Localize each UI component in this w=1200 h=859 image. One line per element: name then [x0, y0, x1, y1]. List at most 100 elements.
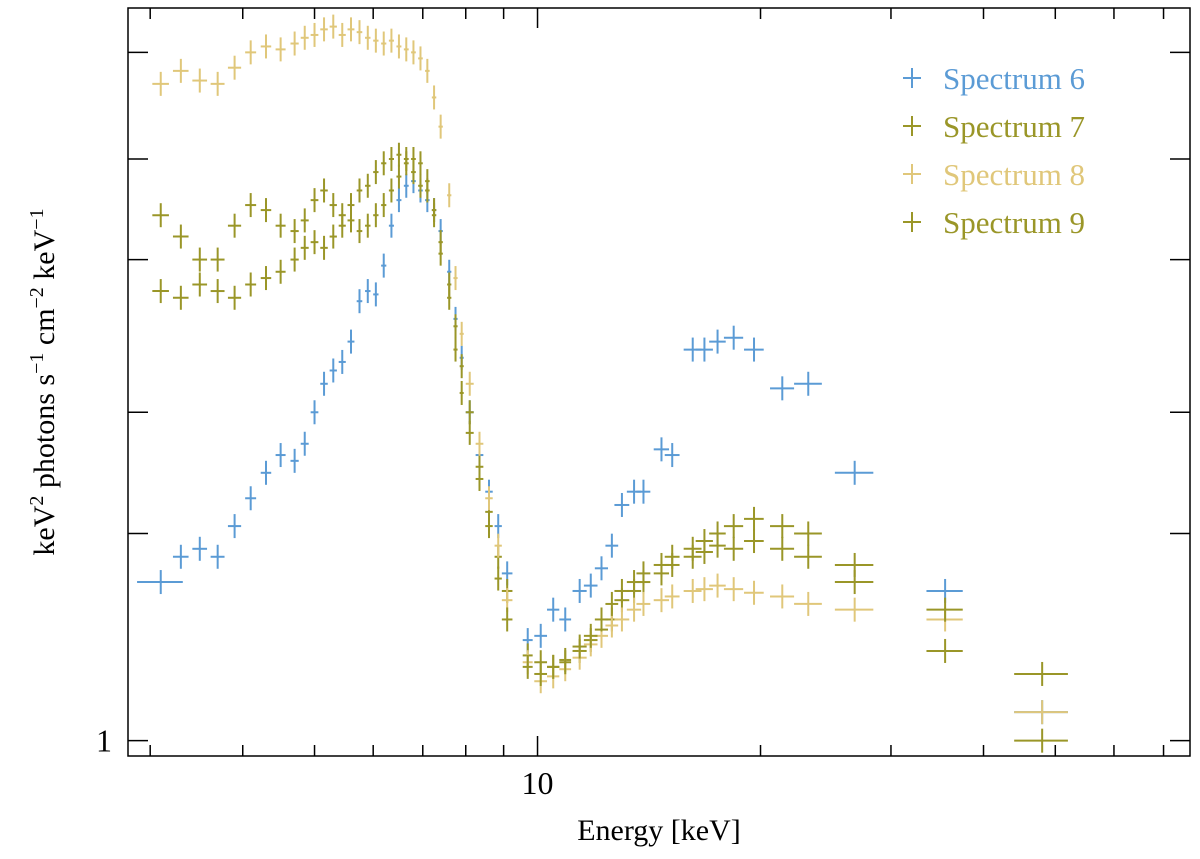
series-3 — [152, 14, 1068, 725]
data-point — [626, 597, 642, 622]
data-point — [260, 460, 272, 485]
data-point — [664, 443, 680, 468]
data-point — [559, 607, 572, 632]
data-point — [626, 570, 642, 595]
data-point — [403, 37, 409, 62]
data-point — [290, 219, 299, 244]
series-4 — [152, 146, 1068, 753]
data-point — [275, 443, 286, 468]
data-point — [245, 193, 257, 218]
data-point — [636, 591, 651, 616]
data-point — [356, 178, 363, 203]
data-point — [310, 188, 319, 213]
data-point — [834, 597, 874, 622]
data-point — [572, 578, 587, 603]
data-point — [172, 224, 189, 249]
data-point — [227, 55, 242, 80]
data-point — [709, 573, 726, 598]
data-point — [475, 466, 484, 491]
data-point — [300, 431, 309, 456]
data-point — [418, 173, 423, 198]
data-point — [373, 203, 379, 228]
data-point — [453, 266, 458, 291]
data-point — [605, 533, 619, 558]
data-point — [459, 354, 464, 379]
data-point — [356, 219, 363, 244]
data-point — [210, 71, 225, 96]
data-point — [192, 272, 208, 297]
data-point — [605, 591, 619, 616]
data-point — [320, 178, 328, 203]
data-point — [329, 193, 337, 218]
data-point — [192, 536, 208, 561]
data-point — [583, 623, 598, 648]
y-axis-title-sup-d: −1 — [26, 208, 48, 229]
data-point — [329, 224, 337, 249]
data-point — [365, 279, 371, 304]
data-point — [594, 607, 609, 632]
data-point — [300, 25, 309, 50]
data-point — [227, 285, 242, 310]
data-point — [403, 173, 409, 198]
y-axis-title-sup-c: −2 — [26, 287, 48, 308]
data-point — [310, 22, 319, 47]
data-point — [453, 337, 458, 362]
data-point — [534, 623, 548, 648]
data-point — [396, 142, 402, 167]
data-point — [338, 213, 346, 238]
plot-frame — [127, 7, 1191, 757]
data-point — [290, 448, 299, 473]
legend-item: Spectrum 9 — [903, 205, 1085, 240]
legend-label: Spectrum 6 — [943, 61, 1085, 96]
data-point — [373, 28, 379, 53]
x-tick-label: 10 — [522, 765, 554, 801]
legend-item: Spectrum 7 — [903, 109, 1085, 144]
data-point — [381, 151, 387, 176]
data-point — [709, 521, 726, 546]
data-point — [245, 486, 257, 511]
data-point — [192, 247, 208, 272]
data-point — [534, 661, 548, 686]
data-point — [453, 314, 458, 339]
data-point — [347, 17, 355, 42]
data-point — [329, 14, 337, 39]
data-point — [926, 597, 963, 622]
data-point — [172, 58, 189, 83]
data-point — [418, 46, 423, 71]
data-point — [320, 235, 328, 260]
data-point — [172, 285, 189, 310]
data-point — [572, 634, 587, 659]
data-point — [425, 58, 430, 83]
data-point — [653, 552, 670, 577]
data-point — [664, 584, 680, 609]
legend-label: Spectrum 8 — [943, 157, 1085, 192]
data-point — [275, 37, 286, 62]
data-point — [320, 17, 328, 42]
data-point — [245, 40, 257, 65]
data-point — [636, 561, 651, 586]
data-point — [396, 164, 402, 189]
data-point — [459, 321, 464, 346]
data-point — [356, 20, 363, 45]
y-tick-label: 1 — [96, 723, 112, 759]
data-point — [388, 178, 394, 203]
data-point — [411, 146, 416, 171]
data-point — [723, 514, 744, 539]
y-axis-title-sup-b: −1 — [26, 353, 48, 374]
data-point — [152, 279, 169, 304]
data-point — [152, 203, 169, 228]
data-point — [794, 544, 822, 569]
data-point — [522, 654, 533, 679]
data-point — [365, 25, 371, 50]
data-point — [547, 654, 560, 679]
data-point — [275, 259, 286, 284]
data-point — [926, 638, 963, 663]
data-point — [396, 34, 402, 59]
data-point — [709, 329, 726, 354]
data-point — [459, 380, 464, 405]
data-point — [396, 188, 402, 213]
data-point — [210, 279, 225, 304]
data-point — [388, 146, 394, 171]
data-point — [770, 536, 795, 561]
